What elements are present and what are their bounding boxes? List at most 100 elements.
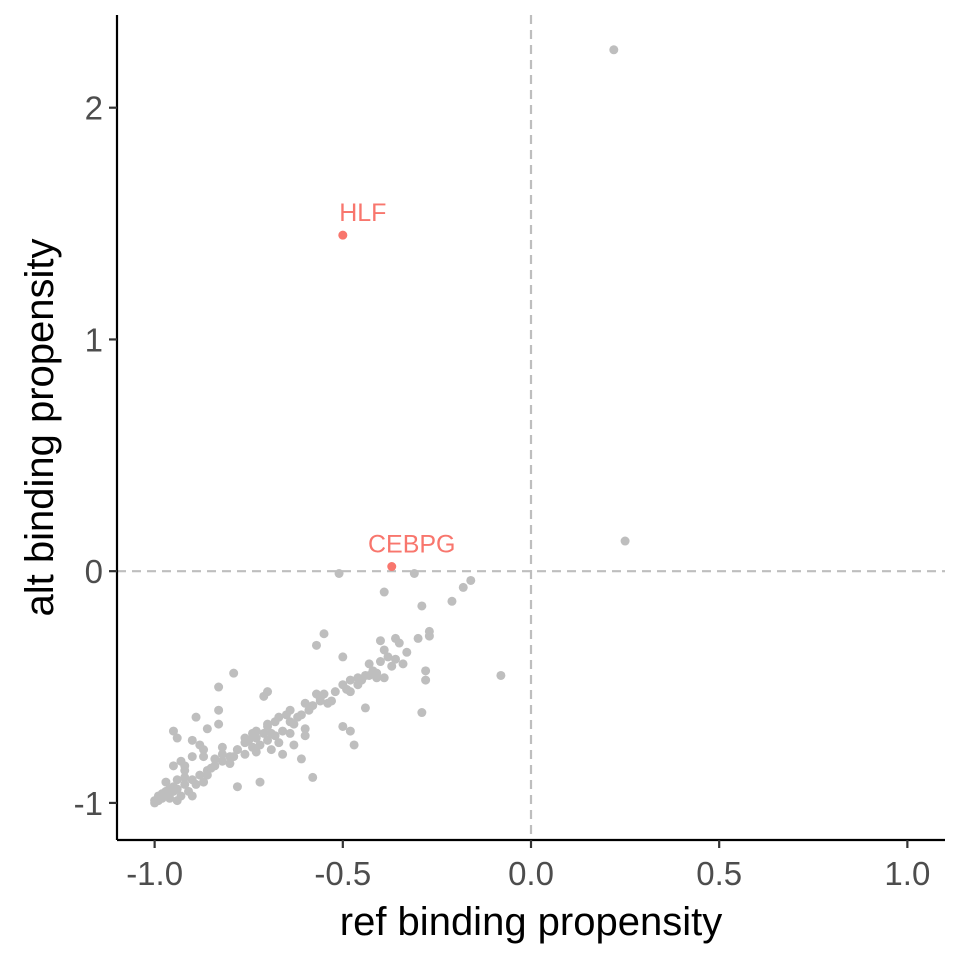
data-point [424,631,434,641]
x-tick-label: -1.0 [126,855,183,892]
data-point [270,717,280,727]
highlighted-point [338,230,348,240]
data-point [413,633,423,643]
data-point [191,712,201,722]
data-point [270,731,280,741]
y-axis-title: alt binding propensity [18,238,62,616]
data-point [308,701,318,711]
data-point [217,756,227,766]
data-point [300,724,310,734]
data-point [161,777,171,787]
data-point [214,705,224,715]
data-point [172,733,182,743]
data-point [229,752,239,762]
data-point [372,668,382,678]
data-point [315,694,325,704]
data-point [391,654,401,664]
data-point [255,740,265,750]
data-point [247,728,257,738]
data-point [300,731,310,741]
data-point [168,726,178,736]
data-point [202,724,212,734]
data-point [281,710,291,720]
data-point [199,777,209,787]
data-point [364,659,374,669]
data-point [210,754,220,764]
data-point [191,779,201,789]
y-tick-label: 1 [85,321,103,358]
data-point [394,638,404,648]
y-tick-label: 0 [85,553,103,590]
data-point [379,587,389,597]
data-point [172,775,182,785]
data-point [214,682,224,692]
data-point [266,745,276,755]
x-tick-label: 0.5 [696,855,742,892]
data-point [263,735,273,745]
y-tick-label: -1 [74,785,103,822]
data-point [345,675,355,685]
data-point [496,670,506,680]
data-point [349,740,359,750]
data-point [330,687,340,697]
data-point [327,696,337,706]
data-point [180,772,190,782]
data-point [187,791,197,801]
data-point [206,763,216,773]
data-point [255,777,265,787]
data-point [296,754,306,764]
data-point [620,536,630,546]
data-point [375,636,385,646]
data-point [240,733,250,743]
data-point [300,698,310,708]
data-point [289,740,299,750]
data-point [187,752,197,762]
data-point [180,779,190,789]
data-point [225,759,235,769]
data-point [334,568,344,578]
data-point [285,728,295,738]
y-tick-label: 2 [85,90,103,127]
data-point [364,670,374,680]
data-point [345,726,355,736]
data-point [202,770,212,780]
data-point [165,784,175,794]
data-point [157,789,167,799]
data-point [308,772,318,782]
data-point [195,770,205,780]
data-point [417,708,427,718]
data-point [357,675,367,685]
data-point [214,719,224,729]
x-axis-title: ref binding propensity [340,900,722,944]
data-point [379,673,389,683]
data-point [398,659,408,669]
data-point [458,582,468,592]
data-point [232,745,242,755]
data-point [375,657,385,667]
data-point [180,761,190,771]
data-point [229,668,239,678]
data-point [289,719,299,729]
data-point [387,661,397,671]
data-point [172,796,182,806]
data-point [311,640,321,650]
data-point [417,601,427,611]
data-point [251,747,261,757]
data-point [296,710,306,720]
data-point [609,45,619,55]
data-point [199,752,209,762]
data-point [274,738,284,748]
data-point [466,575,476,585]
data-point [263,719,273,729]
data-point [217,742,227,752]
highlighted-points: HLF CEBPG [338,199,456,572]
data-point [240,749,250,759]
data-point [338,721,348,731]
data-point [278,749,288,759]
reference-lines [117,15,945,840]
data-point [421,666,431,676]
x-tick-label: -0.5 [314,855,371,892]
x-tick-label: 1.0 [884,855,930,892]
data-point [187,735,197,745]
data-point [168,761,178,771]
